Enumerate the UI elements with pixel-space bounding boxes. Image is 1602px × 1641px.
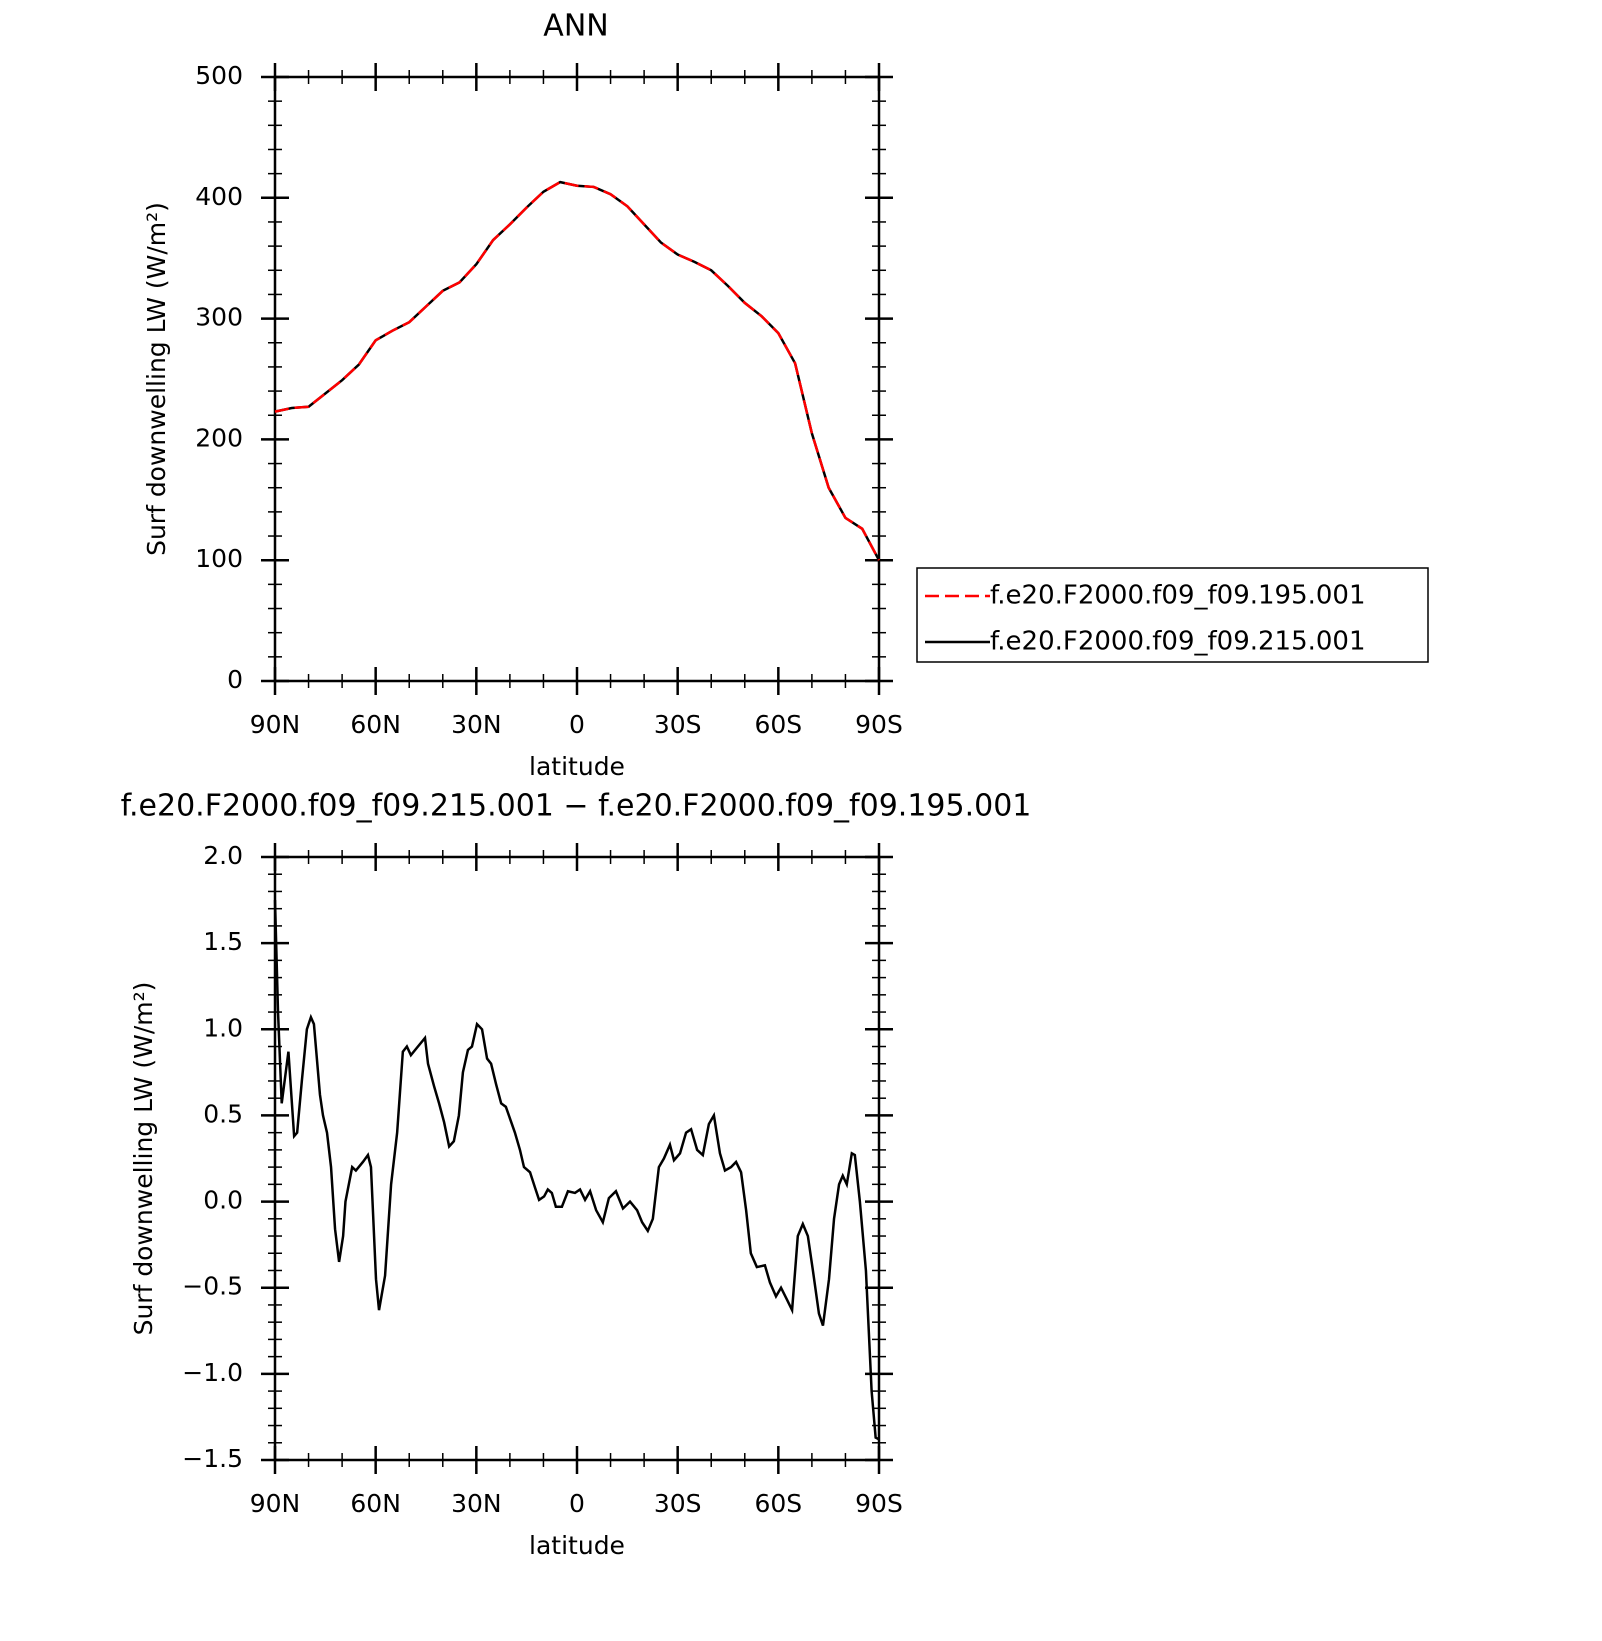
legend-label: f.e20.F2000.f09_f09.195.001 [990, 581, 1366, 611]
y-tick-label: 0.0 [203, 1186, 243, 1215]
x-tick-label: 0 [569, 1489, 585, 1518]
y-tick-label: 100 [195, 544, 243, 573]
y-tick-label: 1.0 [203, 1013, 243, 1042]
chart-title: f.e20.F2000.f09_f09.215.001 − f.e20.F200… [121, 789, 1032, 824]
y-tick-label: 2.0 [203, 841, 243, 870]
x-tick-label: 30S [654, 1489, 702, 1518]
y-tick-label: −1.0 [182, 1358, 243, 1387]
y-tick-label: 0.5 [203, 1099, 243, 1128]
y-tick-label: 500 [195, 61, 243, 90]
series-line [274, 180, 881, 561]
x-tick-label: 30N [451, 1489, 502, 1518]
x-tick-label: 0 [569, 710, 585, 739]
x-tick-label: 90N [250, 710, 301, 739]
y-axis-label: Surf downwelling LW (W/m²) [142, 202, 171, 556]
legend-label: f.e20.F2000.f09_f09.215.001 [990, 627, 1366, 657]
series-line [274, 180, 881, 561]
x-tick-label: 60N [350, 710, 401, 739]
x-axis-label: latitude [529, 1531, 625, 1560]
y-tick-label: −0.5 [182, 1272, 243, 1301]
x-tick-label: 60N [350, 1489, 401, 1518]
x-tick-label: 30N [451, 710, 502, 739]
y-tick-label: 1.5 [203, 927, 243, 956]
x-tick-label: 60S [754, 1489, 802, 1518]
y-tick-label: 200 [195, 423, 243, 452]
y-tick-label: 400 [195, 182, 243, 211]
y-tick-label: 300 [195, 303, 243, 332]
plot-frame [273, 75, 881, 683]
x-tick-label: 30S [654, 710, 702, 739]
legend-box [916, 567, 1429, 663]
y-tick-label: −1.5 [182, 1444, 243, 1473]
y-tick-label: 0 [227, 665, 243, 694]
x-tick-label: 60S [754, 710, 802, 739]
series-line [273, 900, 880, 1441]
x-axis-label: latitude [529, 752, 625, 781]
x-tick-label: 90S [855, 710, 903, 739]
x-tick-label: 90N [250, 1489, 301, 1518]
y-axis-label: Surf downwelling LW (W/m²) [129, 982, 158, 1336]
chart-title: ANN [543, 9, 608, 44]
x-tick-label: 90S [855, 1489, 903, 1518]
